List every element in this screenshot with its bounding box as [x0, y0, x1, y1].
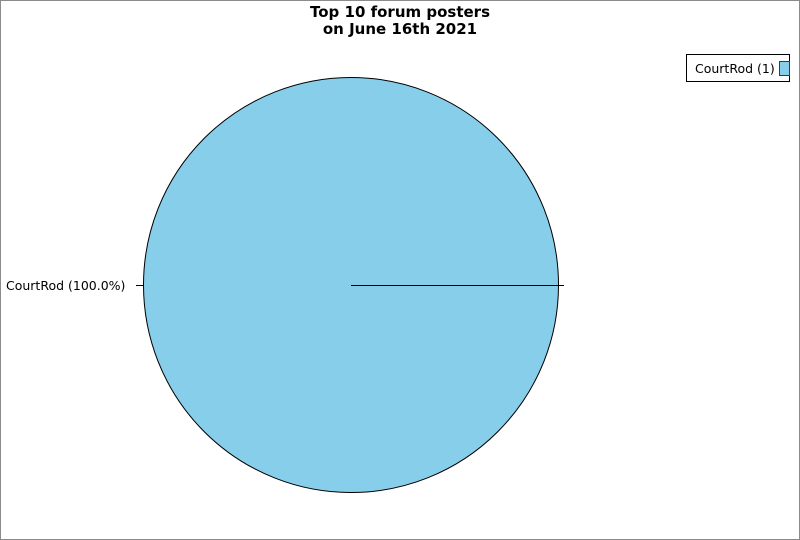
slice-label-tick — [136, 285, 144, 286]
legend-entry-label: CourtRod (1) — [695, 60, 775, 76]
chart-subtitle: on June 16th 2021 — [322, 20, 478, 38]
slice-boundary-line — [351, 285, 564, 286]
legend-swatch-icon — [778, 60, 790, 76]
legend: CourtRod (1) — [686, 54, 790, 82]
chart-title-block: Top 10 forum posters on June 16th 2021 — [1, 4, 799, 38]
chart-title: Top 10 forum posters — [310, 3, 490, 21]
slice-label: CourtRod (100.0%) — [6, 278, 126, 293]
